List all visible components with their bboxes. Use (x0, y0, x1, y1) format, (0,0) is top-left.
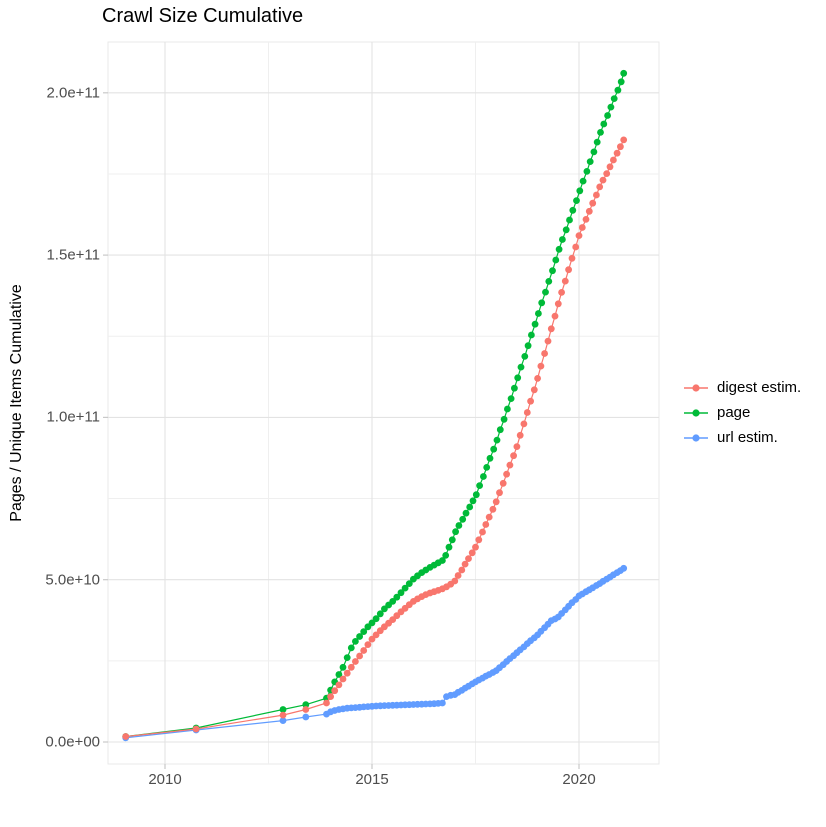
y-tick-label: 1.0e+11 (46, 408, 100, 426)
legend-label: digest estim. (717, 379, 802, 396)
chart-title: Crawl Size Cumulative (102, 5, 304, 27)
legend-label: url estim. (717, 429, 778, 446)
legend-item-digest-estim: digest estim. (683, 379, 801, 396)
y-tick-label: 5.0e+10 (45, 571, 100, 589)
legend-key-icon (684, 433, 708, 442)
y-tick-label: 2.0e+11 (46, 84, 100, 102)
legend-label: page (717, 404, 751, 421)
legend-item-page: page (683, 404, 801, 421)
x-tick-label: 2020 (562, 771, 596, 788)
legend-key-icon (684, 408, 708, 417)
legend: digest estim. page url estim. (683, 379, 801, 446)
y-tick-label: 0.0e+00 (45, 733, 100, 751)
y-axis-title: Pages / Unique Items Cumulative (8, 284, 25, 522)
y-tick-label: 1.5e+11 (46, 246, 100, 264)
legend-item-url-estim: url estim. (683, 429, 801, 446)
legend-key-icon (684, 383, 708, 392)
x-tick-label: 2015 (355, 771, 389, 788)
x-tick-label: 2010 (148, 771, 182, 788)
